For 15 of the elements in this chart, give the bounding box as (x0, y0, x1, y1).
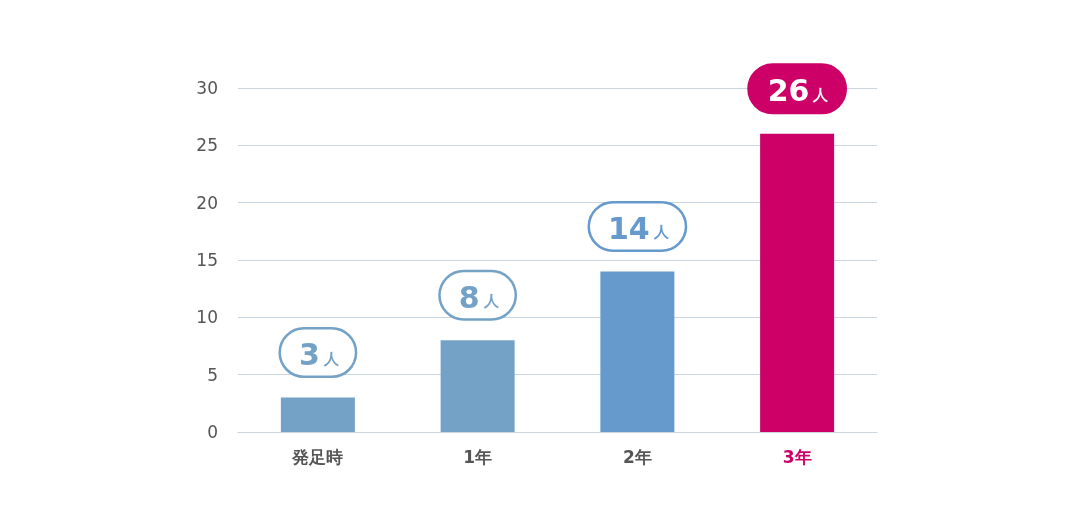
y-tick-label: 30 (196, 78, 218, 98)
x-tick-label: 発足時 (291, 446, 344, 467)
bar (440, 340, 515, 432)
y-tick-label: 0 (207, 422, 218, 442)
x-tick-label: 1年 (463, 446, 493, 467)
y-tick-label: 10 (196, 307, 218, 328)
x-tick-label: 2年 (622, 446, 652, 467)
x-tick-label: 3年 (782, 446, 812, 467)
bar (760, 133, 835, 432)
bar (600, 271, 675, 432)
y-tick-label: 25 (196, 135, 218, 156)
y-tick-label: 15 (196, 250, 218, 270)
y-tick-label: 20 (196, 192, 218, 213)
bar (280, 397, 355, 432)
y-tick-label: 5 (207, 364, 218, 385)
